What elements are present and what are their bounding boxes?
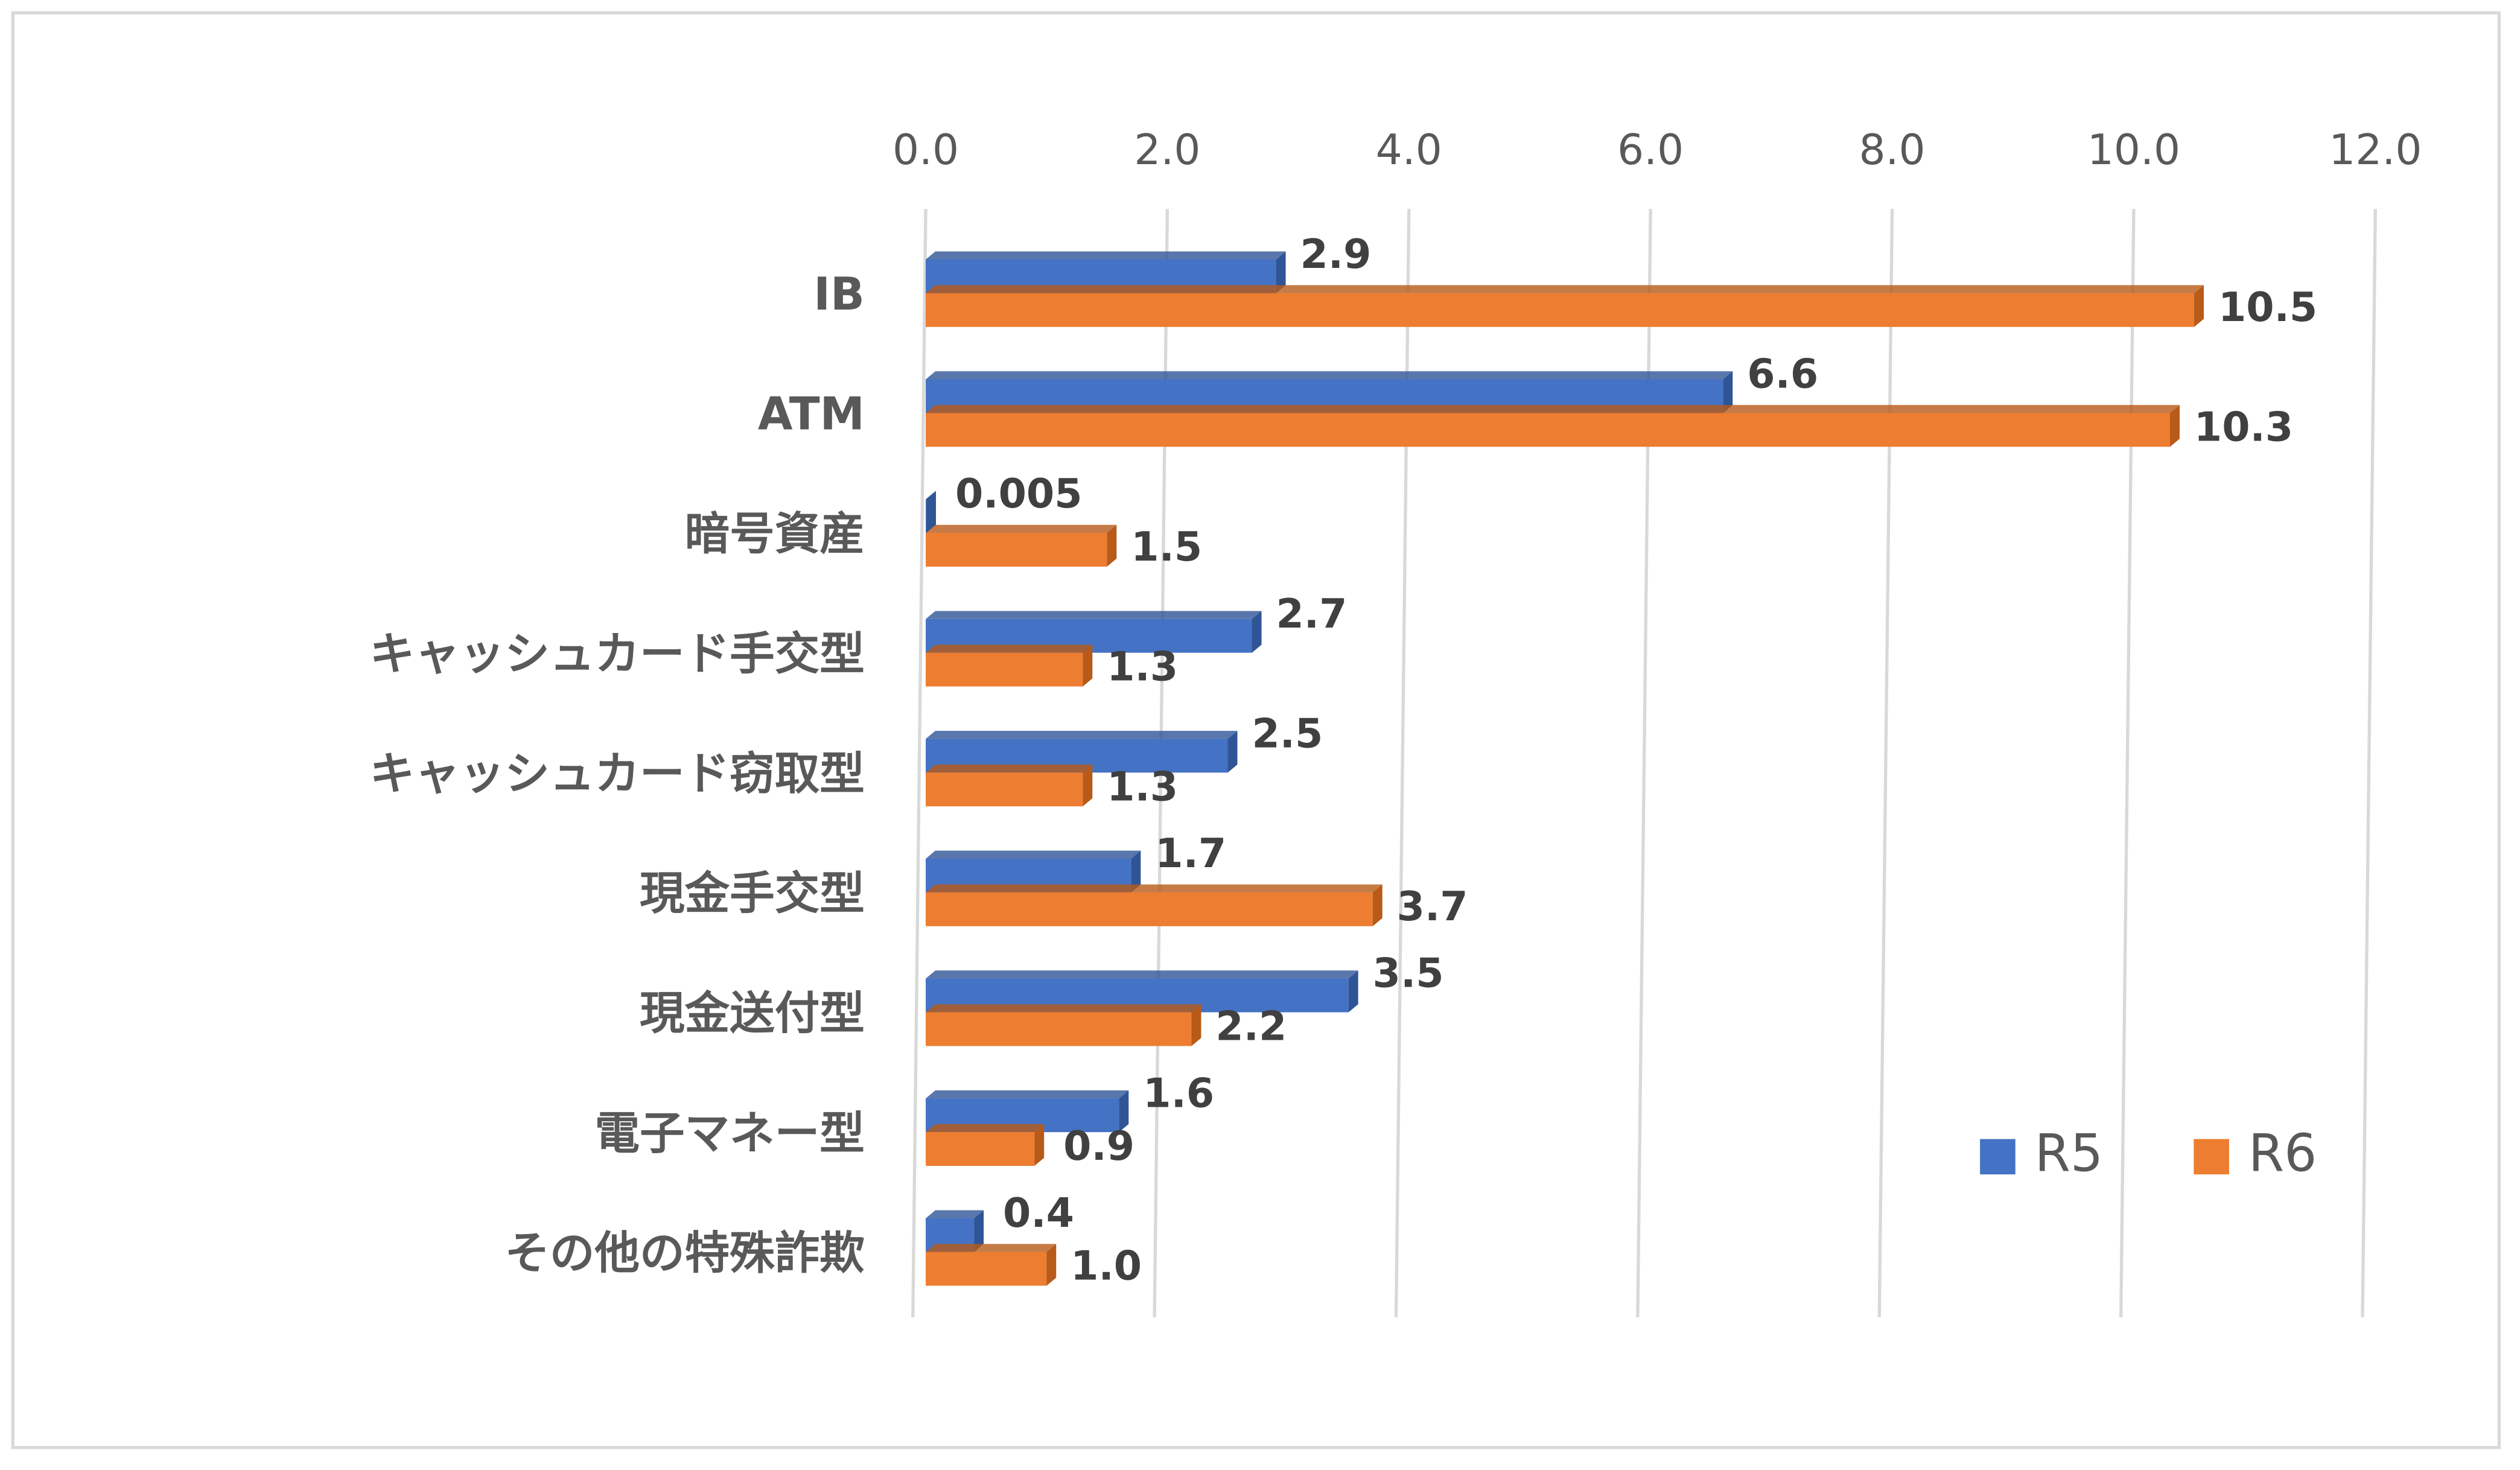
bar-side: [1034, 1124, 1045, 1166]
bar-side: [1083, 764, 1093, 807]
bar-side: [1131, 850, 1141, 892]
bar: [926, 764, 1093, 807]
bar-top: [926, 764, 1093, 773]
legend-swatch: [2194, 1139, 2229, 1175]
bar-top: [926, 850, 1141, 859]
bar-top: [926, 1210, 984, 1218]
legend-label: R5: [2035, 1124, 2103, 1183]
x-tick-label: 10.0: [2087, 126, 2180, 174]
bar-side: [926, 491, 937, 533]
bar: [926, 1004, 1201, 1046]
bar-face: [926, 293, 2195, 327]
bar-top: [926, 251, 1286, 259]
data-label: 2.2: [1215, 1003, 1287, 1050]
x-tick-label: 8.0: [1859, 126, 1925, 174]
legend-label: R6: [2248, 1124, 2317, 1183]
bar-top: [926, 1124, 1045, 1133]
data-label: 3.7: [1397, 883, 1468, 930]
data-label: 2.5: [1252, 710, 1323, 757]
grid-line: [2361, 209, 2377, 1318]
data-label: 0.4: [1003, 1189, 1074, 1236]
bar-top: [926, 491, 937, 500]
bar-top: [926, 1004, 1201, 1013]
y-tick-label: その他の特殊詐欺: [504, 1227, 864, 1279]
data-label: 1.3: [1107, 643, 1178, 690]
data-label: 1.7: [1155, 830, 1226, 877]
y-tick-label: 現金手交型: [640, 867, 865, 920]
data-label: 0.9: [1063, 1122, 1134, 1169]
bar-top: [926, 644, 1093, 653]
bar-top: [926, 611, 1262, 619]
bar-face: [926, 1012, 1192, 1046]
bar: [926, 1244, 1057, 1286]
data-label: 0.005: [955, 470, 1083, 517]
bar-side: [1046, 1244, 1057, 1286]
bar-side: [1276, 251, 1286, 293]
data-label: 10.5: [2218, 284, 2317, 331]
legend-swatch: [1980, 1139, 2016, 1175]
bar-face: [926, 1252, 1047, 1286]
y-tick-label: キャッシュカード手交型: [370, 628, 865, 680]
x-tick-label: 4.0: [1376, 126, 1442, 174]
bar-face: [926, 772, 1083, 807]
x-tick-label: 12.0: [2329, 126, 2422, 174]
bar-side: [1107, 524, 1117, 567]
bar-face: [926, 892, 1373, 926]
grid-line: [2119, 209, 2136, 1318]
bar-side: [974, 1210, 984, 1252]
bar-top: [926, 1090, 1129, 1099]
grid-line: [911, 209, 928, 1318]
data-label: 1.6: [1143, 1069, 1214, 1116]
bar-side: [1372, 884, 1382, 926]
y-tick-label: IB: [813, 268, 865, 320]
y-tick-label: 電子マネー型: [594, 1107, 864, 1159]
bar-side: [1119, 1090, 1129, 1133]
bar-side: [1723, 371, 1733, 413]
bar-top: [926, 371, 1733, 380]
x-tick-label: 2.0: [1134, 126, 1200, 174]
bar: [926, 491, 937, 533]
y-tick-label: 暗号資産: [685, 508, 865, 560]
y-tick-label: 現金送付型: [640, 987, 865, 1040]
bar-face: [926, 413, 2170, 447]
bar: [926, 285, 2204, 327]
data-label: 1.5: [1131, 523, 1202, 570]
grid-line: [1877, 209, 1894, 1318]
data-label: 1.3: [1107, 763, 1178, 810]
data-label: 2.7: [1276, 590, 1347, 637]
bar-face: [926, 1132, 1035, 1166]
bar-face: [926, 652, 1083, 687]
bar-side: [2194, 285, 2204, 327]
data-label: 10.3: [2194, 404, 2293, 451]
bar: [926, 1124, 1045, 1166]
bar-side: [1191, 1004, 1201, 1046]
bar-top: [926, 970, 1358, 979]
bar-top: [926, 405, 2180, 413]
bar-side: [1252, 611, 1262, 653]
bar-top: [926, 524, 1117, 533]
y-tick-label: ATM: [758, 388, 865, 441]
bar: [926, 644, 1093, 687]
y-tick-label: キャッシュカード窃取型: [370, 747, 865, 800]
x-tick-label: 0.0: [892, 126, 959, 174]
bar-face: [926, 533, 1107, 567]
x-tick-label: 6.0: [1617, 126, 1684, 174]
bar-side: [1227, 731, 1238, 773]
bar-side: [2169, 405, 2180, 447]
data-label: 2.9: [1300, 231, 1372, 278]
data-label: 1.0: [1071, 1242, 1142, 1290]
data-label: 3.5: [1373, 950, 1444, 997]
bar-side: [1348, 970, 1358, 1013]
data-label: 6.6: [1747, 351, 1818, 398]
bar-top: [926, 1244, 1057, 1252]
bar: [926, 405, 2180, 447]
bar: [926, 524, 1117, 567]
bar: [926, 884, 1382, 926]
bar-side: [1083, 644, 1093, 687]
bar-top: [926, 884, 1382, 892]
bar-top: [926, 285, 2204, 293]
bar-top: [926, 731, 1238, 739]
